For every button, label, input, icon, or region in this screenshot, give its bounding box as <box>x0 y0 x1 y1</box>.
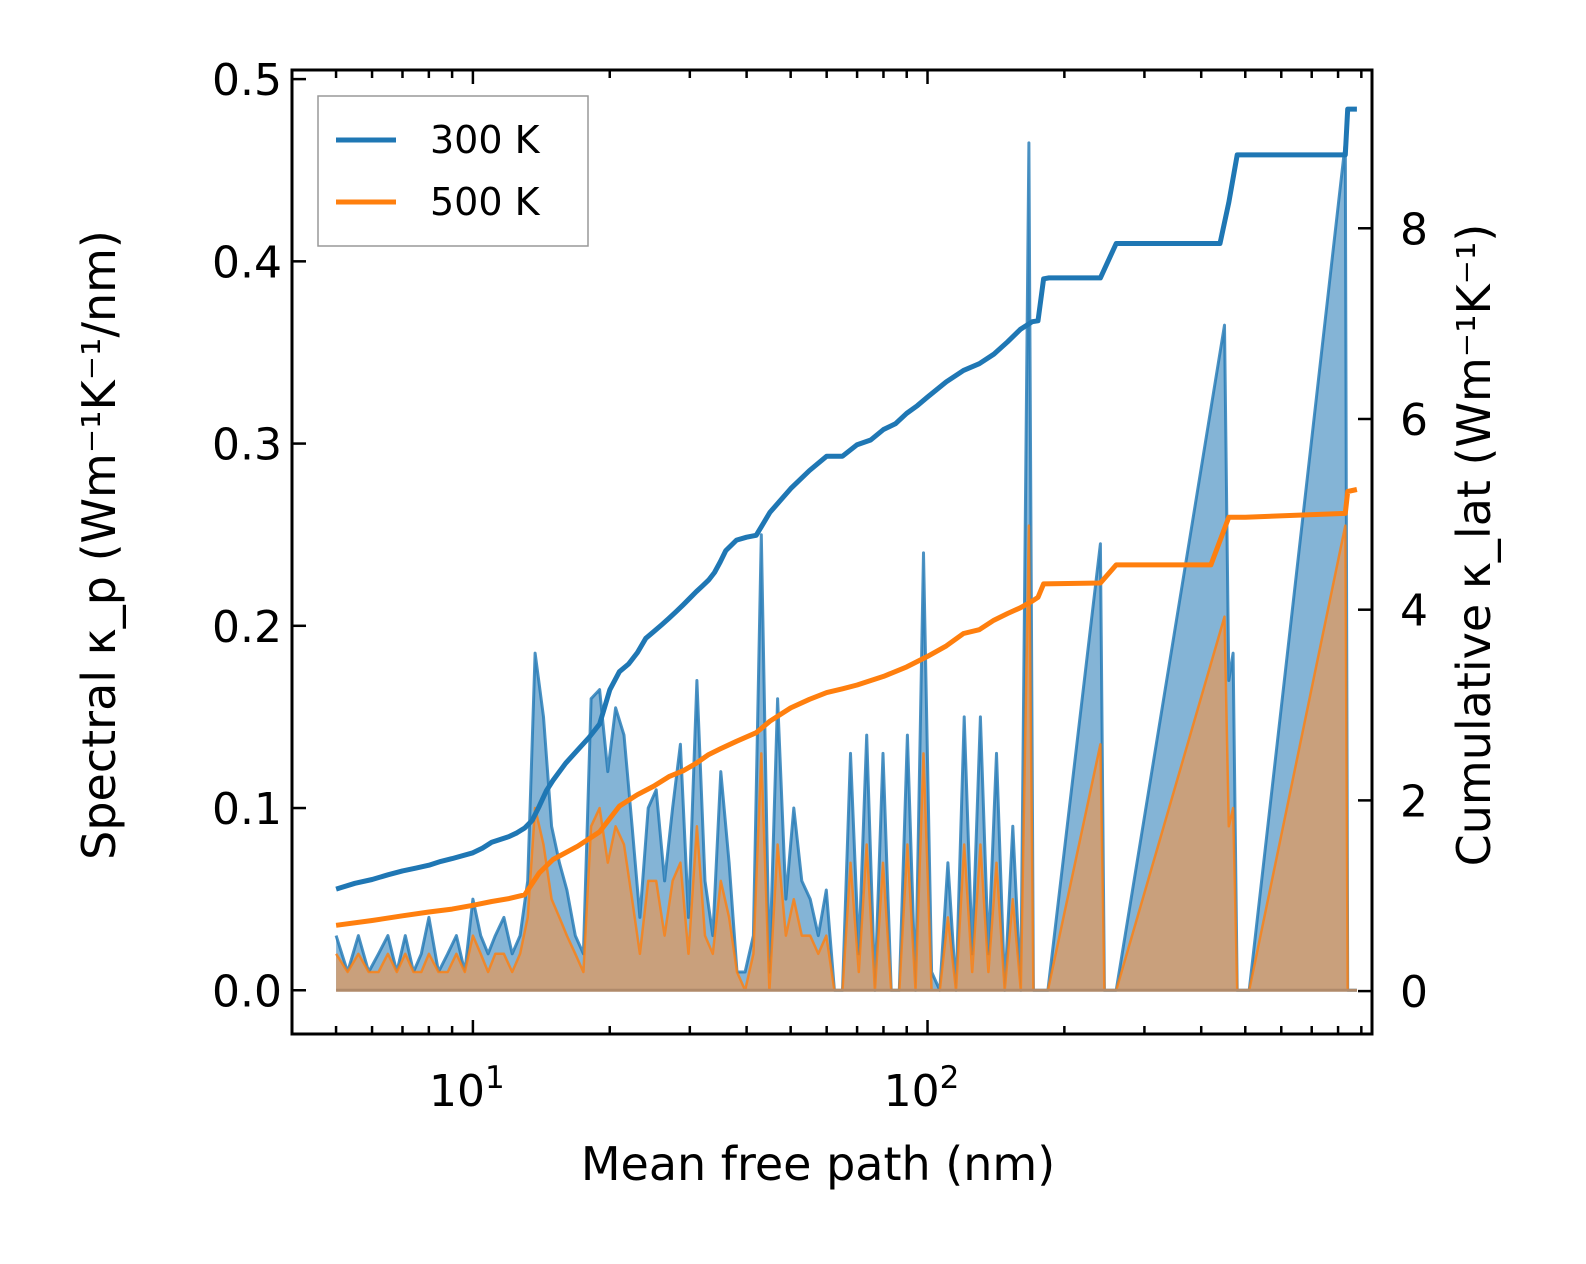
plot-area <box>334 106 1358 992</box>
y-left-tick-label: 0.0 <box>212 966 282 1017</box>
axis-ticks <box>290 70 1372 1034</box>
y-left-tick-label: 0.1 <box>212 784 282 835</box>
cumulative-line-300K <box>335 106 1357 892</box>
legend-label-300K: 300 K <box>430 118 541 162</box>
spectral-line-500K <box>335 524 1357 992</box>
y-axis-left-title: Spectral κ_p (Wm⁻¹K⁻¹/nm) <box>72 230 126 860</box>
plot-clip-group <box>334 106 1358 992</box>
x-tick-label-base: 10 <box>429 1066 485 1117</box>
y-right-tick-label: 6 <box>1400 395 1428 446</box>
y-left-tick-label: 0.2 <box>212 602 282 653</box>
y-right-tick-label: 2 <box>1400 776 1428 827</box>
y-left-tick-label: 0.3 <box>212 420 282 471</box>
legend: 300 K 500 K <box>317 95 589 247</box>
y-left-tick-label: 0.4 <box>212 237 282 288</box>
x-tick-label-exp: 1 <box>485 1060 505 1096</box>
legend-label-500K: 500 K <box>430 180 541 224</box>
x-axis-title: Mean free path (nm) <box>581 1137 1055 1191</box>
x-tick-label: 101 <box>429 1060 505 1117</box>
y-right-tick-label: 8 <box>1400 204 1428 255</box>
x-tick-label-exp: 2 <box>940 1060 960 1096</box>
y-right-tick-label: 4 <box>1400 586 1428 637</box>
x-tick-label-base: 10 <box>884 1066 940 1117</box>
y-left-tick-label: 0.5 <box>212 55 282 106</box>
y-right-tick-label: 0 <box>1400 967 1428 1018</box>
axes-frame <box>290 68 1374 1036</box>
y-axis-right-title: Cumulative κ_lat (Wm⁻¹K⁻¹) <box>1447 224 1501 867</box>
x-tick-label: 102 <box>884 1060 960 1117</box>
cumulative-line-500K <box>335 487 1358 928</box>
spectral-line-300K <box>334 141 1357 992</box>
legend-box <box>317 95 589 247</box>
